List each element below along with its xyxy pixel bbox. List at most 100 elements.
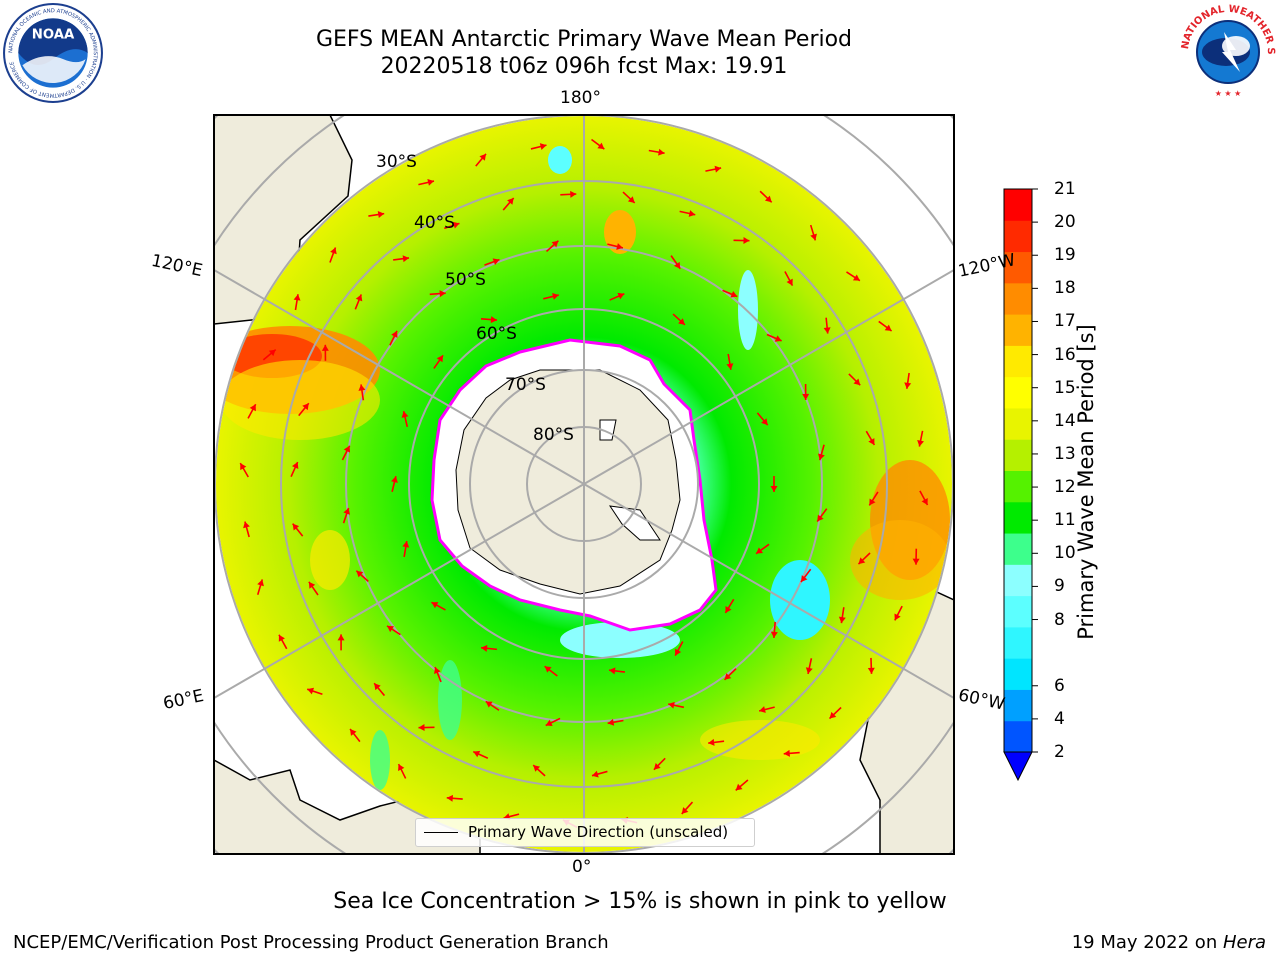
- wave-arrow-head: [307, 687, 315, 695]
- wave-arrow-head: [868, 438, 875, 446]
- wave-arrow-head: [552, 293, 559, 300]
- wave-arrow-head: [427, 178, 434, 186]
- colorbar-segment: [1004, 189, 1032, 221]
- wave-arrow-head: [302, 403, 309, 411]
- colorbar-segment: [1004, 595, 1032, 628]
- wave-arrow-head: [800, 575, 808, 583]
- wave-arrow-head: [838, 616, 846, 624]
- colorbar-tick-label: 12: [1054, 477, 1076, 498]
- colorbar-tick-label: 21: [1054, 179, 1076, 199]
- colorbar-segment: [1004, 564, 1032, 597]
- wave-arrow-head: [544, 666, 552, 673]
- wave-arrow-head: [398, 764, 405, 772]
- wave-arrow-head: [293, 294, 301, 301]
- map-frame: [213, 114, 955, 855]
- colorbar-segment: [1004, 626, 1032, 659]
- wave-arrow-head: [507, 197, 514, 205]
- wave-arrow-head: [627, 196, 635, 203]
- wave-arrow-head: [853, 378, 861, 386]
- colorbar-segment: [1004, 376, 1032, 409]
- wave-arrow-head: [343, 507, 351, 515]
- wave-arrow-head: [783, 749, 790, 757]
- wave-arrow-head: [337, 634, 345, 641]
- footer-date-text: 19 May 2022 on: [1071, 932, 1223, 953]
- wave-arrow-head: [492, 258, 500, 265]
- colorbar-tick-label: 10: [1054, 543, 1076, 564]
- wave-arrow-head: [616, 243, 623, 250]
- colorbar-tick-label: 8: [1054, 609, 1065, 630]
- noaa-logo-text: NOAA: [32, 28, 75, 43]
- wave-arrow-head: [867, 667, 875, 674]
- wave-arrow-head: [658, 148, 665, 156]
- colorbar-tick-label: 17: [1054, 311, 1076, 332]
- wave-arrow-head: [401, 411, 409, 418]
- colorbar-segment: [1004, 533, 1032, 565]
- wave-arrow-head: [418, 724, 425, 732]
- wave-arrow-head: [485, 701, 493, 708]
- colorbar-border: [1003, 188, 1033, 753]
- wave-arrow-head: [402, 255, 410, 263]
- wave-arrow-head: [756, 547, 763, 554]
- colorbar-tick-label: 13: [1054, 443, 1076, 464]
- wave-arrow-head: [490, 316, 497, 324]
- wave-arrow-head: [374, 683, 381, 691]
- colorbar-tick-label: 4: [1054, 708, 1065, 729]
- lat-label-40s: 40°S: [414, 213, 455, 233]
- colorbar-title: Primary Wave Mean Period [s]: [1074, 324, 1098, 640]
- wave-arrow-head: [609, 667, 616, 675]
- wave-arrow-head: [249, 404, 256, 412]
- colorbar-segment: [1004, 407, 1032, 440]
- wave-arrow-head: [726, 363, 734, 370]
- lat-label-50s: 50°S: [445, 270, 486, 290]
- wave-arrow-head: [391, 330, 398, 338]
- colorbar-tick-label: 18: [1054, 278, 1076, 299]
- wave-arrow-head: [597, 142, 605, 150]
- wave-arrow-head: [439, 290, 446, 298]
- lon-label-180: 180°: [560, 88, 601, 108]
- wave-arrow-head: [805, 667, 813, 674]
- lon-label-0: 0°: [572, 857, 592, 877]
- wave-arrow-head: [308, 581, 316, 589]
- wave-arrow-head: [591, 770, 599, 778]
- wave-arrow-head: [350, 728, 357, 736]
- colorbar-tick-label: 14: [1054, 410, 1076, 431]
- wave-arrow-head: [770, 631, 778, 638]
- wave-arrow-head: [607, 718, 615, 726]
- wave-arrow-head: [714, 165, 722, 173]
- wave-arrow-head: [539, 143, 547, 150]
- colorbar-segment: [1004, 282, 1032, 315]
- wave-arrow-head: [802, 393, 810, 400]
- sea-ice-note: Sea Ice Concentration > 15% is shown in …: [333, 889, 947, 914]
- wave-arrow-head: [278, 634, 285, 642]
- wave-arrow-head: [725, 606, 732, 613]
- wave-arrow-head: [724, 673, 732, 680]
- footer-machine: Hera: [1222, 932, 1266, 953]
- wave-arrow-head: [681, 807, 689, 814]
- nws-logo: NATIONAL WEATHER SERVICE ★ ★ ★: [1178, 2, 1276, 100]
- colorbar-extend-arrow: [1003, 751, 1033, 782]
- wave-arrow-head: [858, 557, 866, 565]
- colorbar-tick-label: 15: [1054, 377, 1076, 398]
- footer-date: 19 May 2022 on Hera: [1072, 932, 1266, 953]
- colorbar-tick-label: 2: [1054, 742, 1065, 762]
- wave-arrow-head: [570, 190, 577, 198]
- wave-arrow-head: [823, 327, 831, 334]
- wave-arrow-head: [240, 463, 247, 471]
- colorbar-tick-label: 19: [1054, 245, 1076, 266]
- wave-arrow-head: [774, 335, 782, 342]
- colorbar-tick-label: 11: [1054, 510, 1076, 531]
- wave-arrow-head: [391, 476, 398, 483]
- legend-label: Primary Wave Direction (unscaled): [468, 823, 729, 841]
- wave-arrow-head: [735, 783, 743, 791]
- wave-arrow-head: [829, 711, 837, 719]
- wave-arrow-head: [761, 418, 768, 426]
- colorbar-segment: [1004, 658, 1032, 690]
- wave-arrow-head: [921, 498, 928, 505]
- colorbar-segment: [1004, 345, 1032, 378]
- wave-arrow-head: [358, 384, 366, 391]
- wave-arrow-head: [452, 221, 460, 229]
- wave-arrow-head: [759, 706, 766, 713]
- wave-arrow-head: [708, 738, 715, 746]
- wave-arrow-head: [343, 445, 351, 453]
- wave-arrow-head: [356, 570, 364, 578]
